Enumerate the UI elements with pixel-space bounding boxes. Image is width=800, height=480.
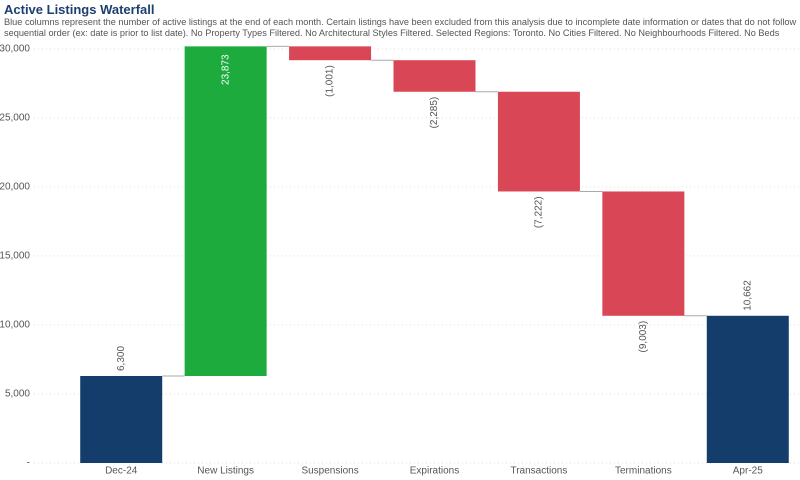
value-label: (9,003)	[638, 321, 649, 353]
x-tick-label: Transactions	[510, 466, 567, 477]
value-label: (7,222)	[534, 196, 545, 228]
chart-title: Active Listings Waterfall	[4, 2, 155, 17]
y-tick-label: 30,000	[0, 43, 30, 54]
y-tick-label: 25,000	[0, 112, 30, 123]
value-label: 10,662	[742, 280, 753, 311]
x-tick-label: Dec-24	[105, 466, 138, 477]
value-label: 6,300	[116, 346, 127, 371]
x-tick-label: Expirations	[410, 466, 459, 477]
value-label: (1,001)	[325, 65, 336, 97]
value-label: 23,873	[220, 54, 231, 85]
y-tick-label: -	[27, 458, 30, 469]
x-tick-label: Suspensions	[301, 466, 358, 477]
bar	[497, 91, 580, 192]
bar	[184, 46, 267, 377]
x-tick-label: New Listings	[197, 466, 254, 477]
y-tick-label: 5,000	[5, 389, 30, 400]
y-tick-label: 15,000	[0, 251, 30, 262]
value-label: (2,285)	[429, 97, 440, 129]
bar	[706, 315, 789, 463]
x-tick-label: Terminations	[615, 466, 672, 477]
bar	[80, 376, 163, 463]
y-tick-label: 20,000	[0, 181, 30, 192]
bar	[393, 60, 476, 92]
bar	[602, 191, 685, 316]
bar	[289, 46, 372, 61]
y-tick-label: 10,000	[0, 320, 30, 331]
chart-subtitle: Blue columns represent the number of act…	[4, 17, 797, 38]
x-tick-label: Apr-25	[733, 466, 763, 477]
